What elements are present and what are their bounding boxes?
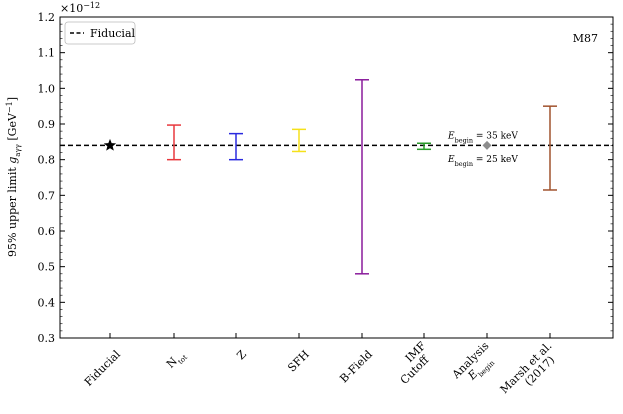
x-label-line: Z — [234, 348, 249, 363]
x-label-b-field: B-Field — [337, 348, 375, 386]
y-tick-label: 0.3 — [38, 332, 56, 345]
legend-box — [64, 21, 136, 45]
y-tick-label: 0.9 — [38, 118, 56, 131]
annotation-ebegin-above: Ebegin = 35 keV — [447, 132, 518, 145]
x-label-z: Z — [234, 348, 249, 363]
annotation-ebegin-below: Ebegin = 25 keV — [447, 155, 518, 168]
y-multiplier: ×10−12 — [60, 1, 100, 16]
plot-area — [59, 16, 614, 339]
x-label-line: Ntot — [164, 348, 189, 373]
x-label-line: SFH — [285, 348, 312, 375]
y-axis: 0.3 0.4 0.5 0.6 0.7 0.8 0.9 1.0 1.1 1.2 — [38, 11, 613, 345]
x-label-marsh-et-al-2017-: Marsh et al.(2017) — [498, 339, 558, 396]
analysis-diamond-marker — [482, 140, 492, 150]
y-tick-label: 0.6 — [38, 225, 56, 238]
errorbar-z — [229, 132, 243, 161]
y-tick-label: 0.5 — [38, 261, 56, 274]
analysis-annotations: Ebegin = 35 keV Ebegin = 25 keV — [447, 132, 518, 168]
x-label-n-tot: Ntot — [164, 348, 189, 373]
legend: Fiducial — [64, 21, 136, 45]
y-tick-label: 0.4 — [38, 296, 56, 309]
y-tick-label: 1.2 — [38, 11, 56, 24]
data-marks — [103, 79, 557, 275]
y-tick-label: 1.0 — [38, 82, 56, 95]
y-tick-label: 0.7 — [38, 189, 56, 202]
y-axis-label: 95% upper limit gaγγ [GeV−1] — [5, 97, 23, 257]
errorbar-n-tot — [167, 124, 181, 161]
y-tick-label: 1.1 — [38, 47, 56, 60]
x-label-line: Fiducial — [82, 347, 123, 388]
annotation-m87: M87 — [573, 32, 598, 45]
x-label-fiducial: Fiducial — [82, 347, 123, 388]
errorbar-b-field — [355, 79, 369, 275]
y-tick-label: 0.8 — [38, 154, 56, 167]
fiducial-star-marker — [103, 138, 117, 151]
errorbar-marsh-et-al-2017- — [543, 105, 557, 191]
errorbar-sfh — [292, 128, 306, 153]
legend-label: Fiducial — [90, 27, 136, 40]
x-label-line: B-Field — [337, 348, 375, 386]
errorbar-imf-cutoff — [417, 142, 431, 151]
x-label-sfh: SFH — [285, 348, 312, 375]
